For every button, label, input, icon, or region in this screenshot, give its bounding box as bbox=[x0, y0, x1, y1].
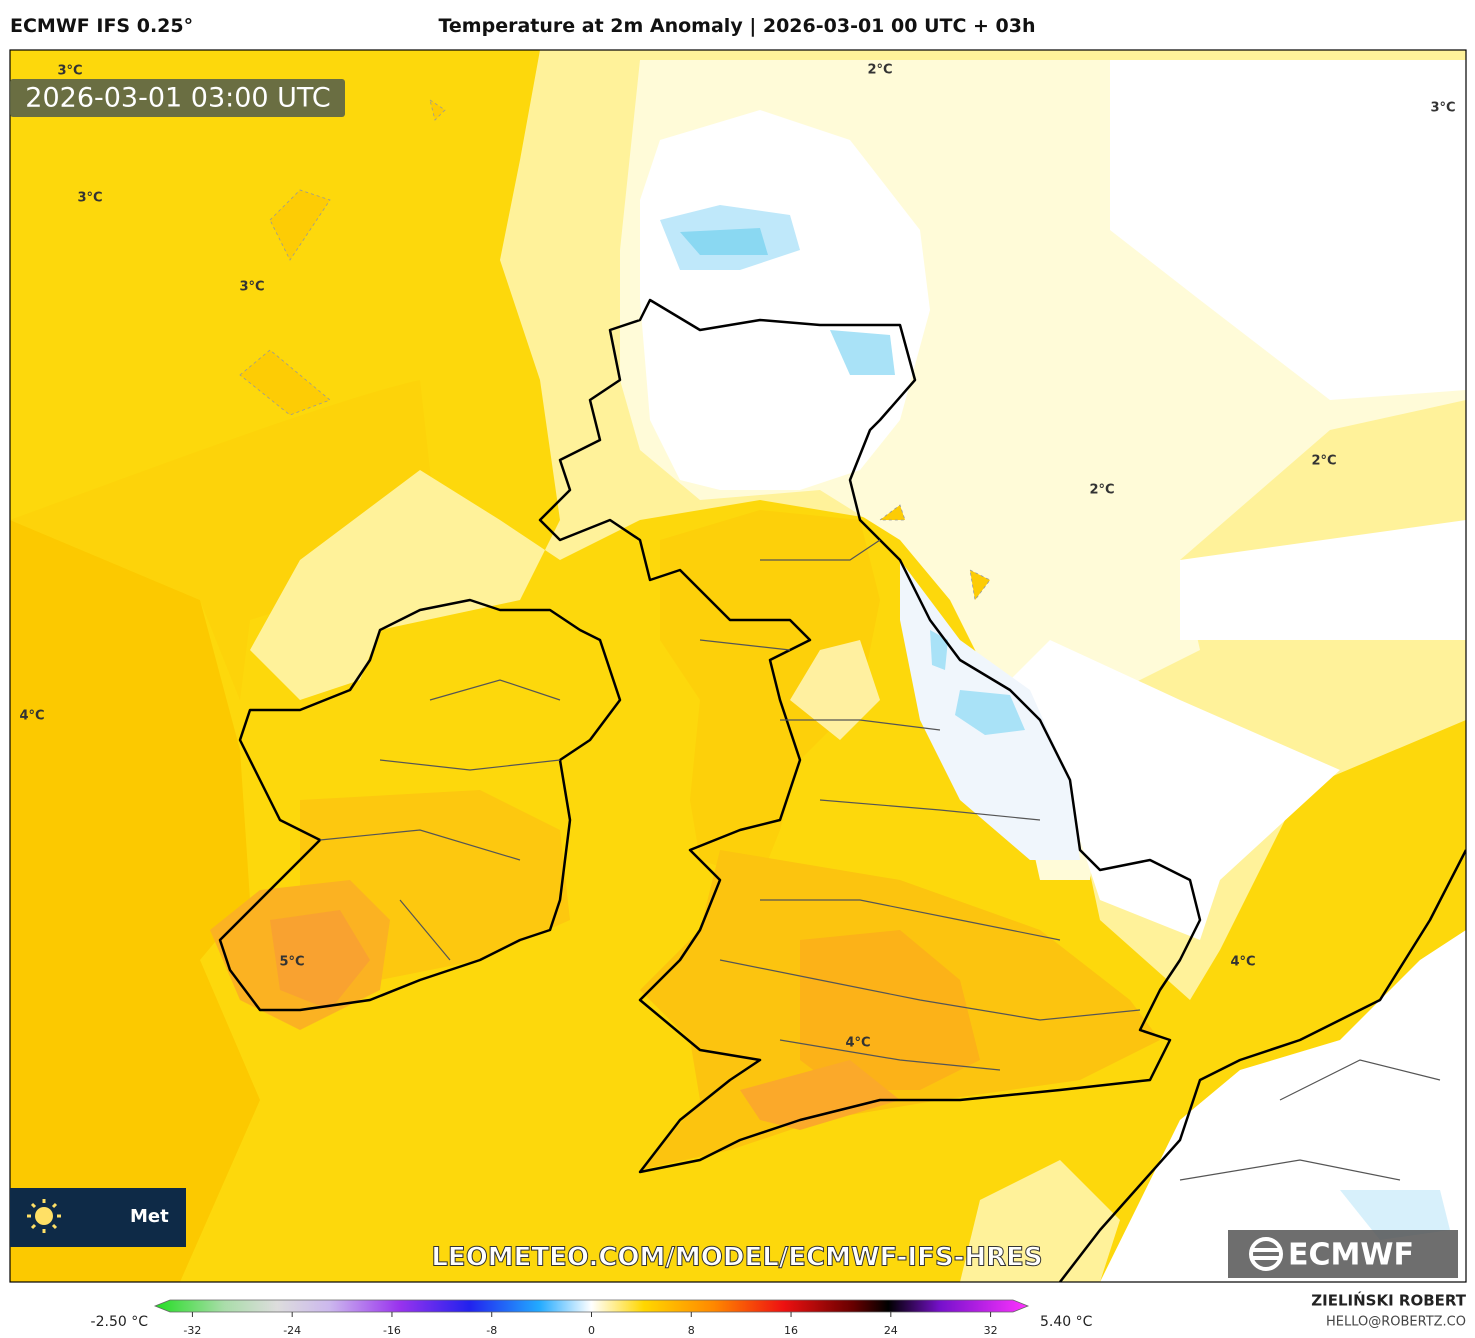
map bbox=[10, 50, 1466, 1282]
colorbar-tick-label: 0 bbox=[588, 1324, 595, 1337]
coastline-gb bbox=[538, 298, 1202, 1174]
colorbar-tick-label: 24 bbox=[884, 1324, 898, 1337]
map-frame bbox=[9, 49, 1467, 1283]
sun-icon bbox=[27, 1199, 61, 1233]
contour-label: 5°C bbox=[279, 955, 304, 970]
contour-label: 4°C bbox=[845, 1036, 870, 1051]
ecmwf-logo-text: ECMWF bbox=[1288, 1238, 1414, 1273]
colorbar-tick-label: -16 bbox=[383, 1324, 401, 1337]
model-name: ECMWF IFS 0.25° bbox=[10, 15, 193, 37]
colorbar-max: 5.40 °C bbox=[1040, 1314, 1093, 1330]
ecmwf-logo-icon bbox=[1249, 1237, 1283, 1271]
contour-label: 2°C bbox=[1311, 454, 1336, 469]
colorbar-tick-label: 32 bbox=[984, 1324, 998, 1337]
colorbar-tick-label: 16 bbox=[784, 1324, 798, 1337]
coastline-continent bbox=[1059, 849, 1466, 1282]
colorbar-tick-label: -8 bbox=[486, 1324, 497, 1337]
colorbar-tick-label: -24 bbox=[283, 1324, 301, 1337]
valid-time: 2026-03-01 03:00 UTC bbox=[25, 83, 330, 114]
contour-label: 2°C bbox=[867, 63, 892, 78]
colorbar-tick-label: 8 bbox=[688, 1324, 695, 1337]
contour-label: 3°C bbox=[239, 280, 264, 295]
time-badge bbox=[10, 79, 345, 117]
watermark: LEOMETEO.COM/MODEL/ECMWF-IFS-HRES bbox=[431, 1243, 1042, 1273]
contour-label: 4°C bbox=[1230, 955, 1255, 970]
contact: HELLO@ROBERTZ.CO bbox=[1326, 1315, 1466, 1330]
admin-borders bbox=[319, 539, 1441, 1181]
contour-label: 2°C bbox=[1089, 483, 1114, 498]
author: ZIELIŃSKI ROBERT bbox=[1311, 1291, 1466, 1310]
contour-label: 3°C bbox=[77, 191, 102, 206]
colorbar-tick-label: -32 bbox=[183, 1324, 201, 1337]
contour-label: 4°C bbox=[19, 709, 44, 724]
contour-label: 3°C bbox=[1430, 101, 1455, 116]
coastline-ireland bbox=[218, 598, 622, 1012]
colorbar-min: -2.50 °C bbox=[91, 1314, 149, 1330]
met-badge-text: Met bbox=[130, 1206, 169, 1227]
colorbar bbox=[153, 1299, 1030, 1313]
contour-label: 3°C bbox=[57, 64, 82, 79]
map-title: Temperature at 2m Anomaly | 2026-03-01 0… bbox=[438, 15, 1035, 37]
